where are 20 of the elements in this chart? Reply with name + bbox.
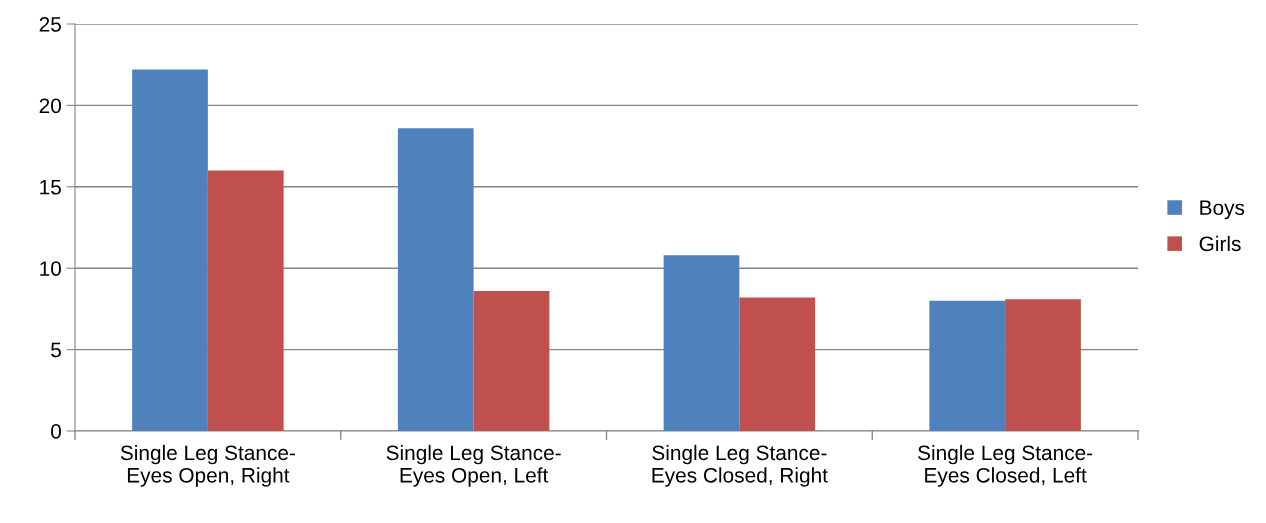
bar [663, 255, 740, 431]
y-tick-label: 15 [40, 180, 61, 195]
x-tick-label: Single Leg Stance- Eyes Closed, Right [652, 444, 828, 487]
y-tick-label: 20 [39, 98, 61, 114]
bar [473, 290, 550, 431]
legend-label: Boys [1200, 200, 1245, 220]
bar [207, 170, 284, 431]
legend-label: Girls [1199, 235, 1241, 252]
y-tick-label: 25 [39, 17, 61, 32]
bar [739, 297, 816, 431]
bar [1005, 299, 1081, 431]
bar [929, 300, 1006, 431]
y-tick-label: 0 [51, 424, 61, 439]
bar [132, 69, 208, 431]
y-tick-label: 5 [51, 342, 61, 358]
y-tick-label: 10 [40, 261, 61, 276]
x-tick-label: Single Leg Stance- Eyes Open, Right [120, 444, 295, 487]
x-tick-label: Single Leg Stance- Eyes Closed, Left [918, 444, 1093, 487]
bar [397, 128, 474, 431]
x-tick-label: Single Leg Stance- Eyes Open, Left [386, 444, 561, 487]
